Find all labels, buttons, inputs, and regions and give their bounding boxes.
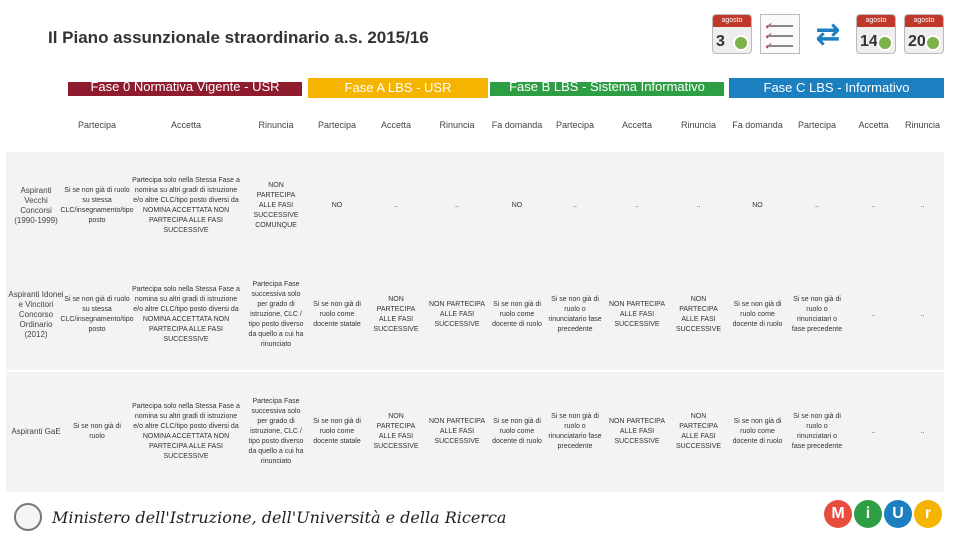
table-cell: Si se non già di ruolo su stessa CLC/ins… bbox=[60, 187, 134, 224]
calendar-clock-icon: agosto 20 bbox=[904, 14, 944, 54]
table-cell: .. bbox=[871, 202, 876, 209]
table-cell: NO bbox=[752, 202, 763, 209]
column-header: Partecipa bbox=[797, 120, 837, 130]
calendar-clock-icon: agosto 14 bbox=[856, 14, 896, 54]
table-cell: .. bbox=[455, 202, 459, 209]
column-header bbox=[6, 100, 66, 150]
column-header: Rinuncia bbox=[258, 120, 294, 130]
column-header: Accetta bbox=[858, 120, 889, 130]
column-header: Rinuncia bbox=[680, 120, 717, 130]
table-cell: NON PARTECIPA ALLE FASI SUCCESSIVE bbox=[608, 418, 665, 445]
table-cell: Si se non già di ruolo su stessa CLC/ins… bbox=[60, 296, 134, 333]
table-cell: Partecipa Fase successiva solo per grado… bbox=[248, 398, 304, 465]
top-icon-bar: agosto 3 ✔ ✔ ✔ ⇄ agosto 14 agosto 20 bbox=[712, 14, 944, 54]
column-header: Rinuncia bbox=[904, 120, 941, 130]
checklist-icon: ✔ ✔ ✔ bbox=[760, 14, 800, 54]
table-cell: Si se non già di ruolo come docente di r… bbox=[732, 301, 783, 328]
table-cell: Si se non già di ruolo o rinunciatari o … bbox=[791, 296, 843, 333]
column-header: Accetta bbox=[380, 120, 411, 130]
table-cell: NON PARTECIPA ALLE FASI SUCCESSIVE bbox=[675, 296, 722, 333]
table-cell: .. bbox=[920, 428, 925, 435]
table-cell: Partecipa solo nella Stessa Fase a nomin… bbox=[132, 403, 240, 460]
table-cell: NON PARTECIPA ALLE FASI SUCCESSIVE bbox=[608, 301, 665, 328]
table-cell: NON PARTECIPA ALLE FASI SUCCESSIVE bbox=[373, 296, 419, 333]
miur-logo-letter: U bbox=[884, 500, 912, 528]
table-cell: Si se non già di ruolo o rinunciatari o … bbox=[791, 413, 843, 450]
row-header: Aspiranti GaE bbox=[11, 427, 61, 436]
column-header: Accetta bbox=[170, 120, 201, 130]
table-cell: Si se non già di ruolo bbox=[73, 423, 121, 440]
table-cell: NON PARTECIPA ALLE FASI SUCCESSIVE bbox=[428, 418, 485, 445]
column-header: Fa domanda bbox=[491, 120, 543, 130]
column-header: Rinuncia bbox=[439, 120, 475, 130]
table-cell: Si se non già di ruolo come docente di r… bbox=[732, 418, 783, 445]
phase-c-header: Fase C LBS - Informativo bbox=[729, 78, 944, 98]
table-cell: Si se non già di ruolo come docente stat… bbox=[313, 301, 361, 328]
phase-b-header: Fase B LBS - Sistema Informativo bbox=[490, 82, 724, 96]
column-header: Fa domanda bbox=[732, 120, 783, 130]
table-cell: .. bbox=[871, 311, 876, 318]
table-cell: .. bbox=[815, 202, 819, 209]
row-header: Aspiranti Vecchi Concorsi (1990-1999) bbox=[14, 186, 58, 225]
table-cell: NON PARTECIPA ALLE FASI SUCCESSIVE COMUN… bbox=[253, 182, 299, 229]
table-cell: Partecipa solo nella Stessa Fase a nomin… bbox=[132, 177, 240, 234]
table-cell: .. bbox=[696, 202, 701, 209]
table-cell: .. bbox=[920, 202, 925, 209]
table-cell: NO bbox=[331, 202, 343, 209]
table-row: Aspiranti GaE Si se non già di ruolo Parte… bbox=[6, 372, 944, 492]
table-cell: Partecipa Fase successiva solo per grado… bbox=[248, 281, 304, 348]
table-row: Aspiranti Vecchi Concorsi (1990-1999) Si … bbox=[6, 152, 944, 260]
phase-0-header: Fase 0 Normativa Vigente - USR bbox=[68, 82, 302, 96]
table-cell: Si se non già di ruolo o rinunciatario f… bbox=[548, 296, 602, 333]
miur-logo-letter: r bbox=[914, 500, 942, 528]
phase-table: Fase 0 Normativa Vigente - USR Fase A LB… bbox=[6, 78, 944, 494]
table-row: Aspiranti Idonei e Vincitori Concorso Or… bbox=[6, 260, 944, 370]
table-cell: NO bbox=[511, 202, 523, 209]
column-header: Accetta bbox=[621, 120, 652, 130]
table-cell: .. bbox=[573, 202, 577, 209]
table-cell: Si se non già di ruolo come docente di r… bbox=[492, 301, 542, 328]
table-cell: .. bbox=[635, 202, 639, 209]
miur-logo: M i U r bbox=[824, 500, 942, 528]
miur-logo-letter: i bbox=[854, 500, 882, 528]
table-cell: NON PARTECIPA ALLE FASI SUCCESSIVE bbox=[373, 413, 419, 450]
table-cell: Si se non già di ruolo come docente stat… bbox=[313, 418, 361, 445]
table-cell: .. bbox=[871, 428, 876, 435]
table-cell: .. bbox=[920, 311, 925, 318]
column-header: Partecipa bbox=[77, 120, 117, 130]
table-cell: Partecipa solo nella Stessa Fase a nomin… bbox=[132, 286, 240, 343]
phase-a-header: Fase A LBS - USR bbox=[308, 78, 488, 98]
page-title: Il Piano assunzionale straordinario a.s.… bbox=[48, 28, 429, 47]
swap-arrows-icon: ⇄ bbox=[815, 17, 841, 51]
table-cell: .. bbox=[394, 202, 398, 209]
table-cell: NON PARTECIPA ALLE FASI SUCCESSIVE bbox=[428, 301, 485, 328]
table-cell: Si se non già di ruolo o rinunciatario f… bbox=[548, 413, 602, 450]
column-header: Partecipa bbox=[555, 120, 595, 130]
column-header: Partecipa bbox=[317, 120, 357, 130]
row-header: Aspiranti Idonei e Vincitori Concorso Or… bbox=[8, 290, 64, 339]
republic-emblem-icon bbox=[14, 503, 42, 531]
table-cell: NON PARTECIPA ALLE FASI SUCCESSIVE bbox=[675, 413, 722, 450]
miur-logo-letter: M bbox=[824, 500, 852, 528]
calendar-clock-icon: agosto 3 bbox=[712, 14, 752, 54]
ministry-name: Ministero dell'Istruzione, dell'Universi… bbox=[52, 508, 507, 527]
table-cell: Si se non già di ruolo come docente di r… bbox=[492, 418, 542, 445]
